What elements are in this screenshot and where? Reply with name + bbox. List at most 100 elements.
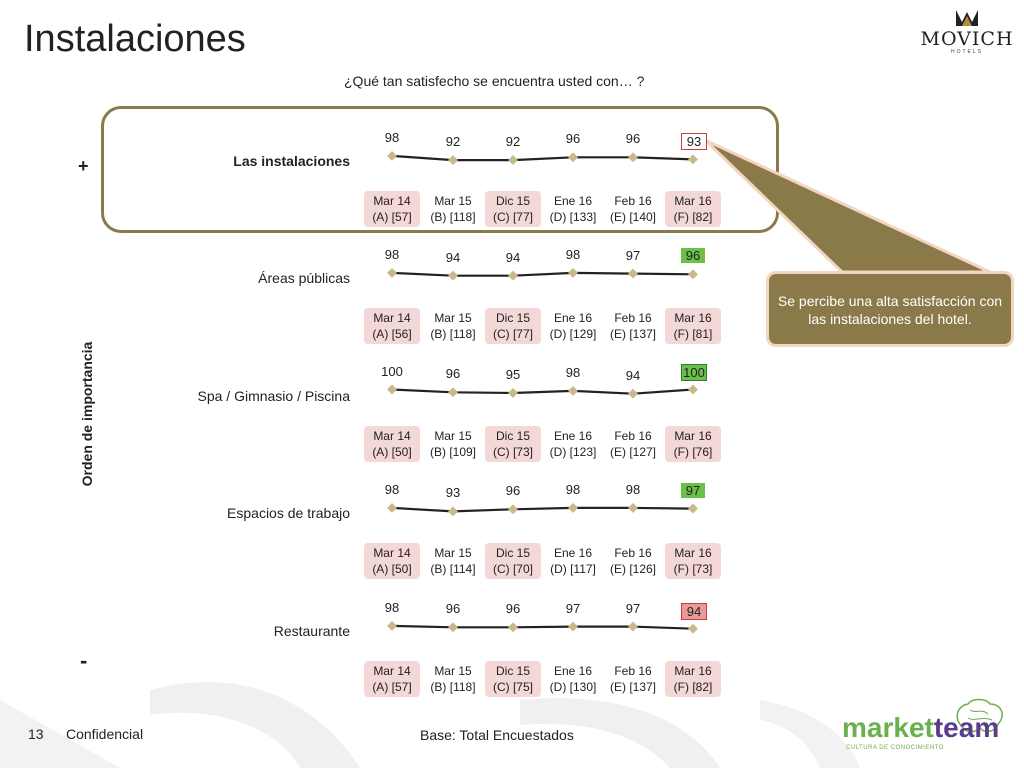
category-label: Mar 15 (B) [118] [425,308,481,344]
category-base: (B) [114] [430,562,476,576]
category-base: (B) [118] [430,327,476,341]
category-name: Mar 15 [434,664,472,678]
category-label: Feb 16 (E) [127] [605,426,661,462]
category-base: (C) [70] [492,562,533,576]
data-label: 97 [565,600,581,616]
category-label: Mar 16 (F) [76] [665,426,721,462]
data-label: 94 [445,249,461,265]
category-name: Ene 16 [553,194,593,208]
series-label: Restaurante [273,623,350,639]
category-label: Dic 15 (C) [75] [485,661,541,697]
importance-minus: - [80,648,88,673]
movich-logo: MOVICH HOTELS [918,6,1016,55]
category-label: Mar 15 (B) [118] [425,191,481,227]
category-base: (C) [73] [492,445,533,459]
category-label: Ene 16 (D) [123] [545,426,601,462]
category-base: (D) [123] [549,445,597,459]
data-point [628,152,638,163]
data-point [387,267,397,278]
data-label: 98 [384,129,400,145]
category-name: Ene 16 [553,429,593,443]
data-point [688,269,698,280]
data-label: 92 [445,134,461,150]
category-name: Mar 15 [434,429,472,443]
data-label: 98 [625,481,641,497]
category-base: (E) [137] [609,680,657,694]
data-label: 98 [384,599,400,615]
data-label: 96 [445,601,461,617]
data-point [568,152,578,163]
category-name: Dic 15 [495,311,530,325]
crown-icon [956,10,978,26]
brain-icon [956,698,1003,733]
category-name: Mar 14 [373,194,411,208]
footer-brand-b: team [933,712,1000,743]
category-base: (A) [57] [372,210,412,224]
category-name: Mar 14 [373,546,411,560]
data-point [387,384,397,395]
category-label: Mar 14 (A) [56] [364,308,420,344]
data-label: 94 [505,249,521,265]
category-name: Feb 16 [614,429,652,443]
data-point [387,150,397,161]
data-point [448,387,458,398]
data-label: 96 [681,248,705,264]
category-name: Mar 14 [373,429,411,443]
category-name: Dic 15 [495,664,530,678]
category-name: Mar 16 [674,194,712,208]
series-line [391,388,694,395]
category-base: (D) [130] [549,680,597,694]
data-point [448,506,458,517]
data-point [628,621,638,632]
category-name: Dic 15 [495,429,530,443]
data-point [448,270,458,281]
data-label: 96 [505,483,521,499]
category-label: Mar 16 (F) [82] [665,191,721,227]
data-point [387,502,397,513]
data-point [508,622,518,633]
category-label: Ene 16 (D) [117] [545,543,601,579]
data-point [387,620,397,631]
category-name: Mar 15 [434,194,472,208]
data-label: 98 [565,364,581,380]
category-name: Dic 15 [495,546,530,560]
data-label: 94 [625,367,641,383]
category-base: (C) [77] [492,210,533,224]
data-label: 97 [625,247,641,263]
category-base: (B) [118] [430,680,476,694]
page-title: Instalaciones [24,18,246,60]
category-base: (D) [117] [550,562,596,576]
series-label: Spa / Gimnasio / Piscina [197,388,350,404]
logo-brand: MOVICH [920,28,1014,50]
callout-pointer [703,138,991,274]
data-point [508,270,518,281]
category-base: (F) [82] [673,680,713,694]
category-label: Feb 16 (E) [126] [605,543,661,579]
data-label: 92 [505,134,521,150]
category-label: Mar 14 (A) [57] [364,661,420,697]
data-point [688,623,698,634]
footer-brand: marketteam [842,712,999,744]
category-base: (B) [118] [430,210,476,224]
category-base: (F) [82] [673,210,713,224]
importance-plus: + [78,156,89,176]
category-label: Mar 14 (A) [50] [364,426,420,462]
category-name: Mar 16 [674,429,712,443]
category-base: (F) [81] [673,327,713,341]
category-name: Feb 16 [614,311,652,325]
data-label: 100 [681,363,707,381]
category-label: Dic 15 (C) [73] [485,426,541,462]
category-label: Ene 16 (D) [129] [545,308,601,344]
category-base: (A) [56] [372,327,412,341]
category-name: Mar 16 [674,311,712,325]
data-point [568,621,578,632]
series-label: Las instalaciones [233,153,350,169]
data-point [568,502,578,513]
category-name: Mar 14 [373,664,411,678]
category-base: (F) [73] [673,562,713,576]
category-label: Feb 16 (E) [140] [605,191,661,227]
data-label: 98 [565,481,581,497]
category-label: Dic 15 (C) [77] [485,191,541,227]
series-line [391,154,694,162]
